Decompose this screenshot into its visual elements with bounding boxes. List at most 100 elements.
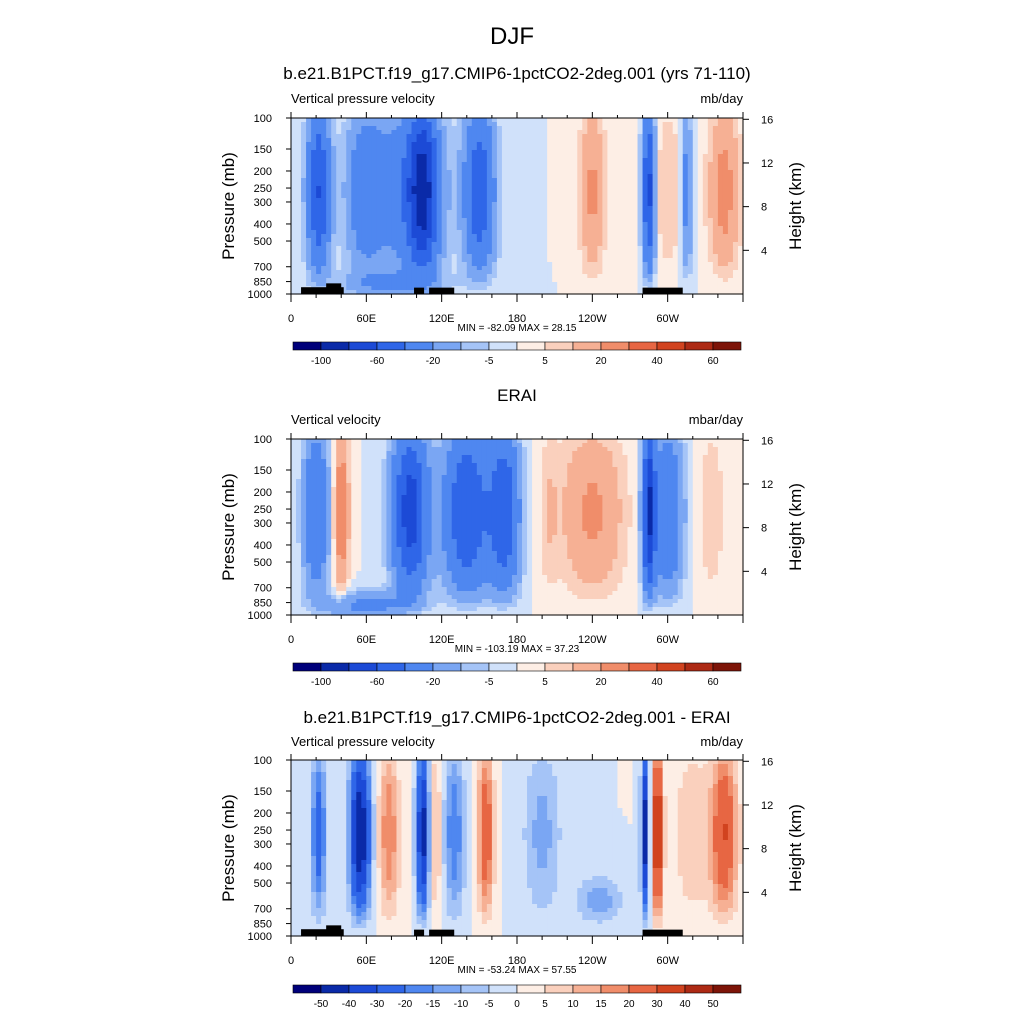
field-cell xyxy=(582,182,588,187)
field-cell xyxy=(668,118,674,123)
field-cell xyxy=(522,166,528,171)
field-cell xyxy=(713,134,719,139)
field-cell xyxy=(547,122,553,127)
field-cell xyxy=(386,246,392,251)
field-cell xyxy=(612,174,618,179)
field-cell xyxy=(437,234,443,239)
field-cell xyxy=(708,262,714,267)
field-cell xyxy=(371,459,377,464)
field-cell xyxy=(688,234,694,239)
field-cell xyxy=(341,166,347,171)
field-cell xyxy=(643,230,649,235)
field-cell xyxy=(296,439,302,444)
field-cell xyxy=(361,182,367,187)
field-cell xyxy=(678,126,684,131)
field-cell xyxy=(457,459,463,464)
field-cell xyxy=(412,158,418,163)
field-cell xyxy=(381,262,387,267)
field-cell xyxy=(527,150,533,155)
field-cell xyxy=(321,447,327,452)
field-cell xyxy=(361,262,367,267)
field-cell xyxy=(633,130,639,135)
field-cell xyxy=(703,282,709,287)
field-cell xyxy=(311,158,317,163)
field-cell xyxy=(552,250,558,255)
field-cell xyxy=(633,467,639,472)
field-cell xyxy=(462,186,468,191)
field-cell xyxy=(617,118,623,123)
field-cell xyxy=(487,262,493,267)
field-cell xyxy=(437,238,443,243)
field-cell xyxy=(658,226,664,231)
field-cell xyxy=(643,459,649,464)
field-cell xyxy=(577,286,583,291)
field-cell xyxy=(492,443,498,448)
field-cell xyxy=(663,130,669,135)
field-cell xyxy=(391,202,397,207)
field-cell xyxy=(376,138,382,143)
field-cell xyxy=(688,198,694,203)
field-cell xyxy=(572,242,578,247)
field-cell xyxy=(728,214,734,219)
field-cell xyxy=(532,150,538,155)
field-cell xyxy=(658,222,664,227)
field-cell xyxy=(381,190,387,195)
field-cell xyxy=(462,122,468,127)
field-cell xyxy=(688,246,694,251)
field-cell xyxy=(492,270,498,275)
field-cell xyxy=(698,146,704,151)
field-cell xyxy=(567,266,573,271)
field-cell xyxy=(462,455,468,460)
field-cell xyxy=(427,278,433,283)
field-cell xyxy=(386,198,392,203)
field-cell xyxy=(306,266,312,271)
field-cell xyxy=(296,174,302,179)
field-cell xyxy=(306,186,312,191)
field-cell xyxy=(718,242,724,247)
field-cell xyxy=(537,254,543,259)
field-cell xyxy=(462,258,468,263)
field-cell xyxy=(557,467,563,472)
field-cell xyxy=(668,126,674,131)
field-cell xyxy=(542,242,548,247)
field-cell xyxy=(627,226,633,231)
field-cell xyxy=(366,262,372,267)
field-cell xyxy=(622,166,628,171)
field-cell xyxy=(391,222,397,227)
field-cell xyxy=(688,178,694,183)
field-cell xyxy=(417,254,423,259)
field-cell xyxy=(612,158,618,163)
field-cell xyxy=(301,447,307,452)
field-cell xyxy=(452,214,458,219)
field-cell xyxy=(703,186,709,191)
field-cell xyxy=(713,170,719,175)
field-cell xyxy=(316,443,322,448)
field-cell xyxy=(678,222,684,227)
field-cell xyxy=(723,443,729,448)
field-cell xyxy=(673,170,679,175)
field-cell xyxy=(457,439,463,444)
field-cell xyxy=(346,178,352,183)
field-cell xyxy=(617,162,623,167)
field-cell xyxy=(396,138,402,143)
field-cell xyxy=(638,170,644,175)
field-cell xyxy=(552,242,558,247)
field-cell xyxy=(537,166,543,171)
field-cell xyxy=(401,463,407,468)
field-cell xyxy=(648,134,654,139)
field-cell xyxy=(643,258,649,263)
field-cell xyxy=(653,218,659,223)
field-cell xyxy=(336,178,342,183)
field-cell xyxy=(517,467,523,472)
field-cell xyxy=(557,258,563,263)
field-cell xyxy=(386,182,392,187)
field-cell xyxy=(557,146,563,151)
field-cell xyxy=(728,150,734,155)
field-cell xyxy=(627,246,633,251)
field-cell xyxy=(723,451,729,456)
field-cell xyxy=(422,190,428,195)
field-cell xyxy=(638,214,644,219)
field-cell xyxy=(602,182,608,187)
field-cell xyxy=(341,190,347,195)
field-cell xyxy=(432,258,438,263)
